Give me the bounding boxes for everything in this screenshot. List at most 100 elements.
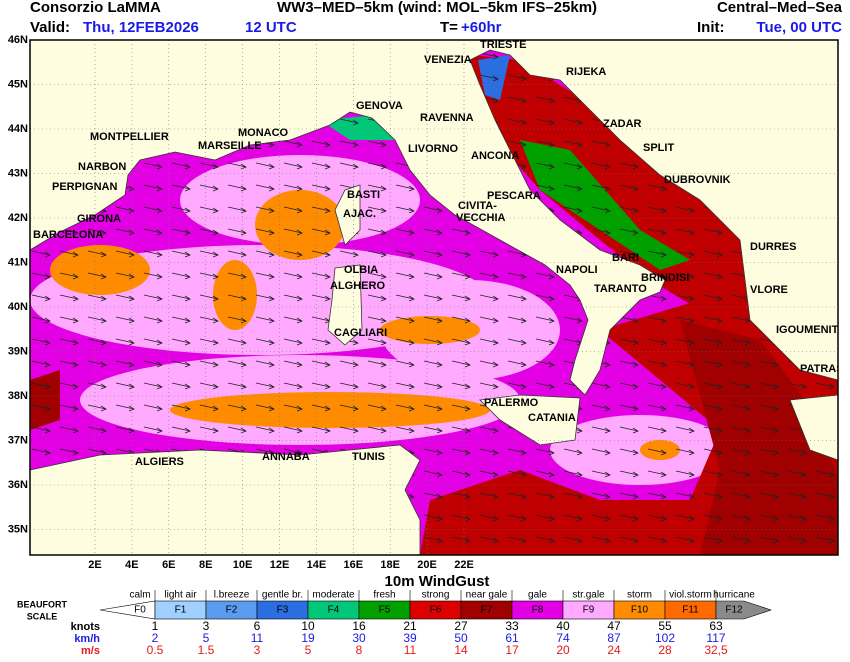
legend: 10m WindGust BEAUFORT SCALE F0 calm F1 ligh… — [17, 573, 772, 657]
unit-value: 19 — [301, 631, 315, 645]
lon-label: 2E — [88, 559, 101, 571]
unit-value: 61 — [505, 631, 519, 645]
city-label: DUBROVNIK — [664, 174, 731, 186]
lat-label: 40N — [8, 301, 28, 313]
city-label: ALGIERS — [135, 456, 184, 468]
unit-value: 50 — [454, 631, 468, 645]
lon-label: 10E — [233, 559, 253, 571]
graticule — [30, 40, 838, 555]
force-label: F10 — [631, 605, 649, 616]
city-label: MARSEILLE — [198, 140, 262, 152]
lat-label: 41N — [8, 256, 28, 268]
lead: +60hr — [461, 19, 502, 36]
scale-label: SCALE — [27, 611, 58, 621]
city-label: GENOVA — [356, 100, 403, 112]
lon-label: 20E — [417, 559, 437, 571]
city-label: SPLIT — [643, 142, 674, 154]
city-label: CIVITA- — [458, 200, 497, 212]
scale-label: BEAUFORT — [17, 599, 67, 609]
legend-swatch — [99, 600, 156, 620]
class-name: viol.storm — [669, 590, 712, 601]
unit-value: 1 — [152, 619, 159, 633]
lon-label: 4E — [125, 559, 138, 571]
valid-time: 12 UTC — [245, 19, 297, 36]
unit-value: 74 — [556, 631, 570, 645]
lon-label: 12E — [270, 559, 290, 571]
lat-label: 46N — [8, 34, 28, 46]
unit-value: 21 — [403, 619, 417, 633]
city-label: CATANIA — [528, 412, 576, 424]
unit-value: 11 — [251, 631, 264, 645]
lon-label: 22E — [454, 559, 474, 571]
city-label: PATRAS — [800, 363, 844, 375]
unit-value: 28 — [658, 643, 672, 657]
cities: TRIESTE VENEZIA RIJEKA RAVENNA GENOVA ZADAR MO… — [33, 39, 850, 468]
class-name: fresh — [373, 590, 395, 601]
force-label: F2 — [226, 605, 238, 616]
unit-value: 6 — [254, 619, 261, 633]
force-label: F9 — [583, 605, 595, 616]
unit-value: 87 — [607, 631, 621, 645]
city-label: GIRONA — [77, 213, 121, 225]
lat-label: 42N — [8, 212, 28, 224]
map-frame — [29, 39, 839, 556]
model: WW3–MED–5km (wind: MOL–5km IFS–25km) — [277, 0, 597, 16]
class-name: gentle br. — [262, 590, 303, 601]
lead-label: T= — [440, 19, 458, 36]
org: Consorzio LaMMA — [30, 0, 161, 16]
lon-label: 8E — [199, 559, 212, 571]
unit-value: 14 — [454, 643, 468, 657]
city-label: BRINDISI — [641, 272, 689, 284]
unit-label: m/s — [81, 645, 100, 657]
lon-label: 14E — [307, 559, 327, 571]
city-label: TRIESTE — [480, 39, 526, 51]
unit-value: 32,5 — [704, 643, 728, 657]
unit-label: km/h — [74, 633, 100, 645]
init-label: Init: — [697, 19, 725, 36]
class-name: calm — [129, 590, 150, 601]
class-name: hurricane — [713, 590, 755, 601]
unit-value: 102 — [655, 631, 675, 645]
city-label: OLBIA — [344, 264, 378, 276]
unit-value: 10 — [301, 619, 315, 633]
region: Central–Med–Sea — [717, 0, 843, 16]
force-label: F3 — [277, 605, 289, 616]
lat-label: 44N — [8, 123, 28, 135]
unit-value: 33 — [505, 619, 519, 633]
city-label: DURRES — [750, 241, 796, 253]
city-label: MONTPELLIER — [90, 131, 169, 143]
unit-value: 1.5 — [198, 643, 215, 657]
unit-value: 3 — [254, 643, 261, 657]
class-name: l.breeze — [214, 590, 250, 601]
unit-value: 39 — [403, 631, 417, 645]
city-label: PERPIGNAN — [52, 181, 117, 193]
legend-swatch — [715, 600, 772, 620]
city-label: ALGHERO — [330, 280, 385, 292]
unit-value: 47 — [607, 619, 621, 633]
unit-value: 40 — [556, 619, 570, 633]
unit-value: 11 — [404, 643, 417, 657]
city-label: LIVORNO — [408, 143, 459, 155]
city-label: VECCHIA — [456, 212, 506, 224]
map: TRIESTE VENEZIA RIJEKA RAVENNA GENOVA ZADAR MO… — [30, 39, 850, 555]
class-name: near gale — [466, 590, 508, 601]
force-label: F5 — [379, 605, 391, 616]
lon-label: 6E — [162, 559, 175, 571]
force-label: F4 — [328, 605, 340, 616]
force-label: F6 — [430, 605, 442, 616]
unit-value: 55 — [658, 619, 672, 633]
unit-value: 5 — [203, 631, 210, 645]
unit-value: 24 — [607, 643, 621, 657]
lat-label: 43N — [8, 167, 28, 179]
force-label: F1 — [175, 605, 187, 616]
unit-value: 5 — [305, 643, 312, 657]
city-label: AJAC. — [343, 208, 376, 220]
city-label: TARANTO — [594, 283, 647, 295]
unit-value: 117 — [706, 631, 725, 645]
lat-label: 45N — [8, 78, 28, 90]
city-label: IGOUMENITSA — [776, 324, 850, 336]
unit-value: 16 — [352, 619, 366, 633]
city-label: RIJEKA — [566, 66, 606, 78]
lon-label: 18E — [380, 559, 400, 571]
class-name: str.gale — [572, 590, 605, 601]
